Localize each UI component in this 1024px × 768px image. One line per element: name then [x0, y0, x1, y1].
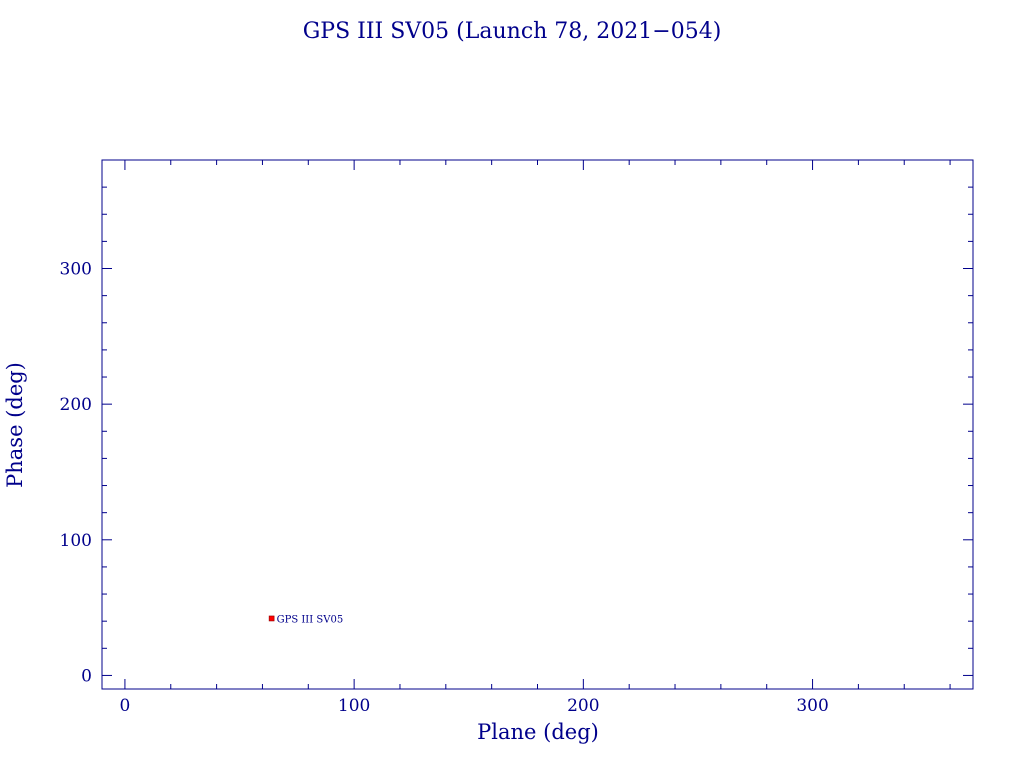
- axis-ticks: [102, 159, 973, 689]
- x-tick-label: 0: [120, 696, 131, 716]
- data-point-label: GPS III SV05: [277, 614, 344, 625]
- data-points: GPS III SV05: [268, 614, 344, 625]
- data-point-marker: [268, 615, 275, 622]
- y-tick-label: 200: [60, 395, 92, 415]
- y-tick-label: 300: [60, 260, 92, 280]
- plot-frame: [101, 159, 974, 690]
- x-tick-label: 200: [567, 696, 599, 716]
- y-axis-label: Phase (deg): [3, 362, 27, 488]
- y-tick-label: 100: [60, 531, 92, 551]
- chart-title: GPS III SV05 (Launch 78, 2021−054): [303, 19, 722, 44]
- x-tick-label: 100: [338, 696, 370, 716]
- tick-labels: 0 100 200 300 0 100 200 300: [60, 260, 829, 716]
- x-tick-label: 300: [796, 696, 828, 716]
- x-axis-label: Plane (deg): [477, 720, 599, 744]
- y-tick-label: 0: [81, 666, 92, 686]
